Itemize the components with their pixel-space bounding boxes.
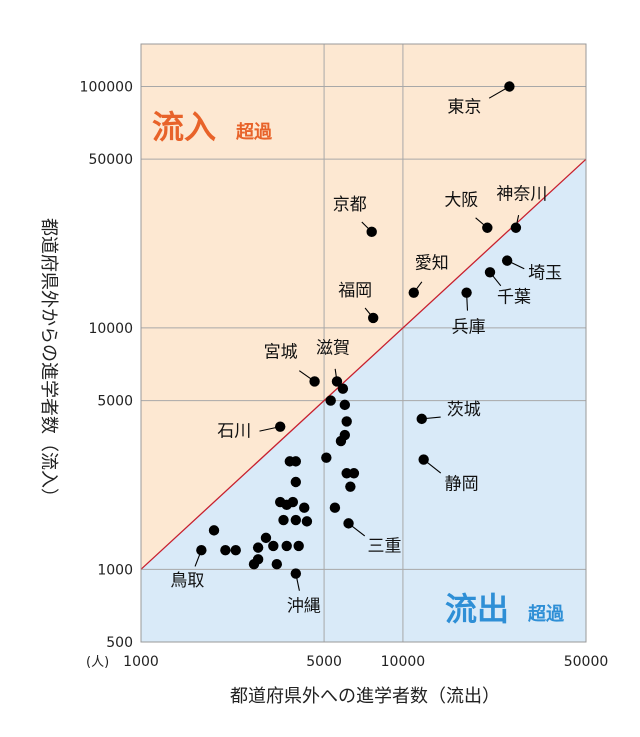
x-axis-title: 都道府県外への進学者数（流出） (230, 686, 500, 707)
prefecture-label: 三重 (368, 536, 402, 556)
inflow-region-sublabel: 超過 (236, 121, 273, 143)
data-point (321, 452, 332, 463)
data-point (408, 287, 419, 298)
data-point (335, 435, 347, 447)
data-point (341, 416, 352, 427)
data-point (290, 568, 302, 579)
data-point (337, 383, 349, 394)
data-point (501, 255, 513, 266)
data-point (278, 514, 289, 526)
y-tick-label: 50000 (88, 152, 133, 168)
y-tick-label: 100000 (80, 80, 133, 96)
x-tick-label: 10000 (381, 654, 426, 670)
x-tick-label: 5000 (306, 654, 342, 670)
prefecture-label: 神奈川 (496, 185, 547, 205)
y-tick-label: 500 (106, 635, 133, 651)
data-point (196, 545, 207, 556)
prefecture-label: 沖縄 (287, 597, 321, 617)
data-point (504, 81, 515, 92)
data-point (271, 559, 283, 570)
outflow-region-label: 流出 (445, 590, 509, 628)
prefecture-label: 福岡 (338, 281, 372, 301)
data-point (331, 376, 343, 387)
y-axis-title: 都道府県外からの進学者数（流入） (38, 218, 59, 506)
data-point (208, 525, 220, 536)
data-point (290, 514, 302, 526)
prefecture-label: 東京 (447, 98, 481, 118)
data-point (482, 222, 493, 233)
prefecture-label: 愛知 (415, 254, 449, 274)
data-point (252, 554, 264, 565)
data-point (268, 540, 279, 552)
prefecture-label: 静岡 (445, 475, 479, 495)
y-tick-label: 10000 (88, 321, 133, 337)
inflow-region-label: 流入 (152, 108, 216, 146)
prefecture-label: 滋賀 (316, 338, 350, 358)
x-tick-labels: 1000 5000 10000 50000 (123, 654, 608, 670)
data-point (329, 502, 341, 513)
data-point (510, 222, 522, 233)
y-tick-label: 5000 (97, 394, 133, 410)
outflow-region-sublabel: 超過 (528, 603, 565, 625)
plot-frame (140, 43, 587, 643)
data-point (339, 399, 351, 411)
data-point (325, 395, 336, 406)
data-point (287, 496, 299, 508)
data-point (290, 456, 302, 467)
data-point (341, 468, 352, 479)
x-tick-label: 50000 (564, 654, 609, 670)
data-point (301, 516, 313, 527)
data-point (309, 376, 320, 387)
data-point (299, 502, 310, 513)
data-point (343, 518, 354, 529)
prefecture-labels: 東京京都 大阪 神奈川愛知埼玉千葉兵庫 福岡宮城 滋賀石川 茨城静岡三重鳥取沖縄 (170, 98, 562, 617)
data-point (461, 287, 472, 298)
y-tick-labels: 500 1000 5000 10000 50000 100000 (80, 80, 133, 651)
data-point (348, 468, 360, 479)
region-labels: 流入 超過 流出 超過 (152, 108, 565, 628)
y-tick-label: 1000 (97, 562, 133, 578)
data-point (252, 542, 264, 553)
prefecture-label: 茨城 (447, 400, 481, 420)
data-point (220, 545, 231, 556)
x-tick-label: 1000 (123, 654, 159, 670)
data-points (196, 81, 522, 579)
prefecture-label: 埼玉 (528, 264, 562, 284)
data-point (290, 476, 302, 488)
prefecture-label: 兵庫 (452, 318, 486, 338)
data-point (293, 540, 304, 552)
prefecture-label: 宮城 (264, 342, 298, 362)
data-point (260, 532, 272, 544)
prefecture-label: 千葉 (497, 287, 531, 307)
data-point (484, 267, 496, 278)
data-point (416, 413, 427, 425)
data-point (281, 540, 292, 552)
data-point (230, 545, 241, 556)
unit-label: (人) (86, 655, 109, 670)
prefecture-label: 大阪 (444, 191, 478, 211)
data-point (345, 481, 356, 492)
prefecture-label: 京都 (333, 195, 367, 215)
data-point (366, 226, 377, 238)
data-point (418, 454, 429, 465)
prefecture-label: 鳥取 (170, 571, 204, 591)
data-point (275, 421, 286, 432)
prefecture-label: 石川 (217, 422, 251, 442)
data-point (367, 312, 379, 324)
